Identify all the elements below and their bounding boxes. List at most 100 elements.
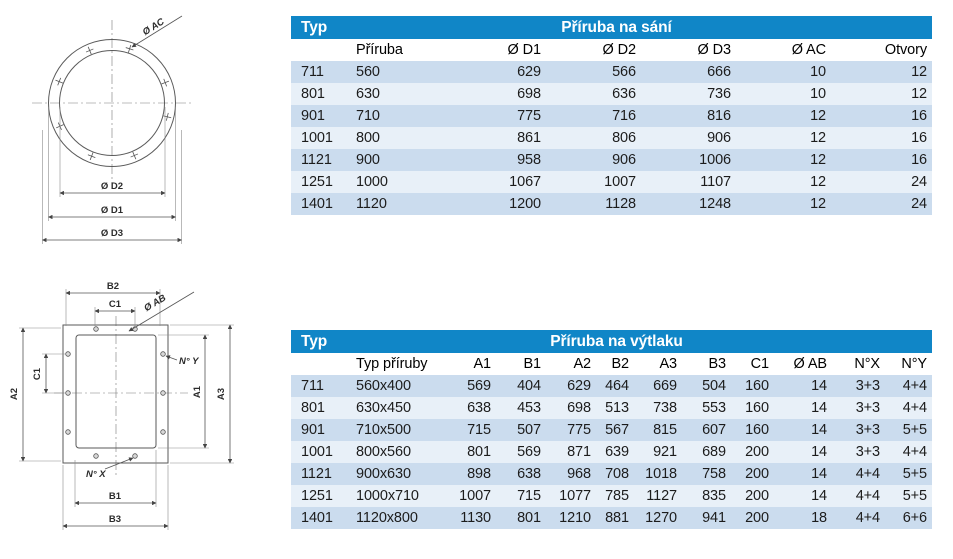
column-header-empty [291, 39, 346, 61]
cell-priruba: 560 [356, 64, 380, 80]
cell-b3: 941 [702, 510, 726, 526]
dim-b3: B3 [62, 514, 169, 529]
cell-otvory: 12 [911, 86, 927, 102]
cell-b1: 453 [517, 400, 541, 416]
suction-table-title: Příruba na sání [561, 18, 672, 36]
column-header-b3: B3 [708, 356, 726, 372]
column-header-b1: B1 [523, 356, 541, 372]
bolt-holes [65, 326, 166, 459]
cell-a2: 1077 [559, 488, 591, 504]
cell-typ-priruby: 800x560 [356, 444, 411, 460]
cell-d1: 1200 [509, 196, 541, 212]
dim-extension-lines [19, 289, 234, 530]
cell-priruba: 800 [356, 130, 380, 146]
cell-d1: 958 [517, 152, 541, 168]
dim-c1-left: C1 [32, 353, 49, 394]
cell-typ: 901 [301, 108, 325, 124]
cell-d2: 716 [612, 108, 636, 124]
column-header-empty [291, 353, 341, 375]
cell-typ: 1401 [301, 196, 333, 212]
cell-ac: 12 [810, 152, 826, 168]
cell-d2: 806 [612, 130, 636, 146]
callout-label-ny: N° Y [179, 356, 200, 367]
column-header-a3: A3 [659, 356, 677, 372]
discharge-table-header-bar: Typ Příruba na výtlaku [291, 330, 932, 353]
cell-typ: 1401 [301, 510, 333, 526]
cell-nx: 3+3 [855, 422, 880, 438]
cell-d1: 629 [517, 64, 541, 80]
suction-column-header-row: Příruba Ø D1 Ø D2 Ø D3 Ø AC Otvory [291, 39, 932, 61]
cell-d1: 1067 [509, 174, 541, 190]
cell-ac: 10 [810, 64, 826, 80]
table-row: 1251 1000x710 1007 715 1077 785 1127 835… [291, 485, 932, 507]
cell-priruba: 1120 [356, 196, 387, 212]
cell-d1: 861 [517, 130, 541, 146]
cell-d3: 736 [707, 86, 731, 102]
cell-typ: 1121 [301, 152, 332, 168]
cell-b3: 553 [702, 400, 726, 416]
cell-typ: 901 [301, 422, 325, 438]
table-row: 801 630 698 636 736 10 12 [291, 83, 932, 105]
cell-c1: 200 [745, 488, 769, 504]
dim-ac: Ø AC [131, 15, 183, 48]
table-row: 1121 900 958 906 1006 12 16 [291, 149, 932, 171]
cell-ab: 14 [811, 378, 827, 394]
table-row: 1401 1120x800 1130 801 1210 881 1270 941… [291, 507, 932, 529]
dim-b1: B1 [74, 491, 157, 506]
cell-priruba: 900 [356, 152, 380, 168]
cell-a1: 638 [467, 400, 491, 416]
cell-b3: 689 [702, 444, 726, 460]
cell-nx: 3+3 [855, 444, 880, 460]
cell-typ-priruby: 1120x800 [356, 510, 418, 526]
table-row: 901 710 775 716 816 12 16 [291, 105, 932, 127]
cell-otvory: 24 [911, 174, 927, 190]
table-row: 1401 1120 1200 1128 1248 12 24 [291, 193, 932, 215]
cell-a1: 1130 [460, 510, 491, 526]
dim-label-ac: Ø AC [141, 16, 167, 38]
suction-typ-header: Typ [301, 18, 328, 36]
column-header-a2: A2 [573, 356, 591, 372]
cell-c1: 200 [745, 444, 769, 460]
cell-b3: 835 [702, 488, 726, 504]
cell-b1: 569 [517, 444, 541, 460]
dim-c1-top: C1 [94, 299, 136, 314]
column-header-a1: A1 [473, 356, 491, 372]
cell-ny: 4+4 [902, 444, 927, 460]
cell-ac: 12 [810, 130, 826, 146]
suction-flange-drawing: Ø AC Ø D2 Ø D1 Ø D3 [32, 15, 192, 244]
cell-a3: 815 [653, 422, 677, 438]
callout-nx: N° X [86, 457, 134, 480]
dim-label-ab: Ø AB [142, 292, 168, 314]
outer-flange-circle [48, 39, 176, 167]
table-row: 801 630x450 638 453 698 513 738 553 160 … [291, 397, 932, 419]
cell-typ: 711 [301, 64, 324, 80]
cell-typ-priruby: 560x400 [356, 378, 411, 394]
cell-ny: 5+5 [902, 488, 927, 504]
cell-ac: 12 [810, 108, 826, 124]
cell-otvory: 16 [911, 130, 927, 146]
dim-label-b1: B1 [109, 491, 122, 502]
column-header-priruba: Příruba [356, 42, 403, 58]
cell-c1: 200 [745, 510, 769, 526]
cell-otvory: 16 [911, 108, 927, 124]
column-header-d2: Ø D2 [602, 42, 637, 58]
cell-b1: 404 [517, 378, 541, 394]
dim-d1: Ø D1 [48, 205, 176, 220]
cell-b2: 639 [605, 444, 629, 460]
cell-c1: 160 [745, 378, 769, 394]
cell-b1: 507 [517, 422, 541, 438]
cell-typ: 1121 [301, 466, 332, 482]
cell-typ: 1251 [301, 488, 333, 504]
cell-d3: 1248 [699, 196, 731, 212]
discharge-typ-header: Typ [301, 332, 328, 350]
cell-d2: 906 [612, 152, 636, 168]
table-row: 711 560x400 569 404 629 464 669 504 160 … [291, 375, 932, 397]
table-row: 1251 1000 1067 1007 1107 12 24 [291, 171, 932, 193]
cell-d2: 566 [612, 64, 636, 80]
cell-priruba: 630 [356, 86, 380, 102]
cell-typ: 1001 [301, 444, 333, 460]
cell-ny: 5+5 [902, 422, 927, 438]
cell-b1: 638 [517, 466, 541, 482]
discharge-table-title: Příruba na výtlaku [550, 332, 683, 350]
cell-b2: 464 [605, 378, 629, 394]
